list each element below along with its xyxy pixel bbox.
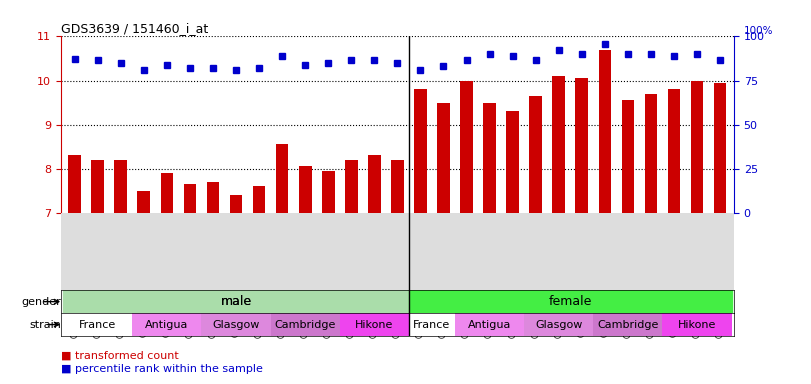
- Bar: [63, 313, 132, 336]
- Bar: [340, 313, 409, 336]
- Bar: [230, 195, 242, 213]
- Bar: [345, 160, 358, 213]
- Bar: [409, 290, 732, 313]
- Text: Cambridge: Cambridge: [274, 319, 336, 329]
- Bar: [391, 160, 404, 213]
- Bar: [63, 290, 409, 313]
- Text: ■ transformed count: ■ transformed count: [61, 350, 178, 360]
- Text: 100%: 100%: [744, 26, 774, 36]
- Text: Hikone: Hikone: [678, 319, 716, 329]
- Bar: [437, 103, 450, 213]
- Text: ■ percentile rank within the sample: ■ percentile rank within the sample: [61, 364, 263, 374]
- Text: Hikone: Hikone: [355, 319, 393, 329]
- Bar: [645, 94, 657, 213]
- Bar: [530, 96, 542, 213]
- Bar: [322, 171, 335, 213]
- Bar: [455, 313, 524, 336]
- Text: male: male: [221, 295, 251, 308]
- Bar: [524, 313, 594, 336]
- Text: Glasgow: Glasgow: [535, 319, 582, 329]
- Bar: [552, 76, 565, 213]
- Text: strain: strain: [29, 319, 61, 329]
- Text: France: France: [79, 319, 116, 329]
- Bar: [114, 160, 127, 213]
- Text: France: France: [414, 319, 451, 329]
- Bar: [663, 313, 732, 336]
- Bar: [276, 144, 289, 213]
- Bar: [621, 100, 634, 213]
- Bar: [599, 50, 611, 213]
- Text: male: male: [221, 295, 251, 308]
- Bar: [483, 103, 496, 213]
- Bar: [132, 313, 201, 336]
- Bar: [368, 156, 380, 213]
- Text: Cambridge: Cambridge: [597, 319, 659, 329]
- Bar: [298, 166, 311, 213]
- Text: GDS3639 / 151460_i_at: GDS3639 / 151460_i_at: [61, 22, 208, 35]
- Bar: [183, 184, 196, 213]
- Bar: [576, 78, 588, 213]
- Bar: [207, 182, 219, 213]
- Text: Glasgow: Glasgow: [212, 319, 260, 329]
- Bar: [253, 186, 265, 213]
- Text: Antigua: Antigua: [468, 319, 511, 329]
- Bar: [460, 81, 473, 213]
- Bar: [506, 111, 519, 213]
- Bar: [68, 156, 81, 213]
- Bar: [714, 83, 727, 213]
- Bar: [92, 160, 104, 213]
- Bar: [414, 89, 427, 213]
- Bar: [409, 313, 455, 336]
- Text: female: female: [548, 295, 592, 308]
- Bar: [271, 313, 340, 336]
- Text: gender: gender: [21, 297, 61, 307]
- Text: Antigua: Antigua: [145, 319, 188, 329]
- Bar: [161, 173, 174, 213]
- Bar: [201, 313, 271, 336]
- Bar: [594, 313, 663, 336]
- Bar: [138, 190, 150, 213]
- Bar: [691, 81, 703, 213]
- Bar: [667, 89, 680, 213]
